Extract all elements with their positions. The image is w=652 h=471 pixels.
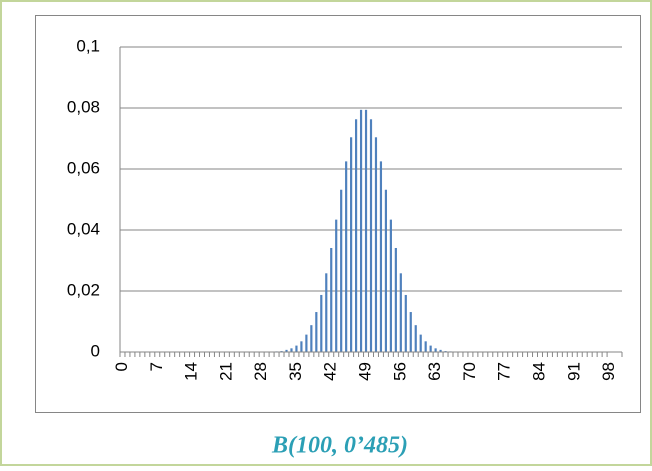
bar <box>395 248 397 352</box>
x-tick-label: 42 <box>321 362 340 381</box>
y-tick-label: 0,08 <box>67 97 100 116</box>
bar <box>345 161 347 352</box>
y-tick-label: 0 <box>91 341 100 360</box>
bar <box>380 161 382 352</box>
bar <box>415 325 417 352</box>
x-tick-label: 56 <box>390 362 409 381</box>
bar <box>410 312 412 352</box>
bar <box>435 348 437 352</box>
bar <box>315 312 317 352</box>
bar <box>290 348 292 352</box>
bar <box>385 190 387 352</box>
x-tick-label: 91 <box>564 362 583 381</box>
x-tick-label: 98 <box>599 362 618 381</box>
x-tick-label: 70 <box>460 362 479 381</box>
y-tick-label: 0,04 <box>67 219 100 238</box>
bar <box>335 220 337 352</box>
x-tick-label: 21 <box>216 362 235 381</box>
bar <box>430 346 432 352</box>
bar <box>330 248 332 352</box>
bar <box>325 273 327 352</box>
bar <box>320 295 322 352</box>
bar <box>370 119 372 352</box>
x-tick-label: 63 <box>425 362 444 381</box>
y-tick-label: 0,1 <box>76 36 100 55</box>
bar <box>310 325 312 352</box>
bar <box>350 137 352 352</box>
x-tick-label: 0 <box>112 362 131 371</box>
bar <box>425 341 427 352</box>
bar <box>355 119 357 352</box>
bar <box>400 273 402 352</box>
bar <box>390 220 392 352</box>
bar <box>420 335 422 352</box>
y-tick-label: 0,02 <box>67 280 100 299</box>
y-tick-label: 0,06 <box>67 158 100 177</box>
bar <box>295 346 297 352</box>
x-tick-label: 35 <box>286 362 305 381</box>
bar <box>300 341 302 352</box>
x-tick-label: 7 <box>147 362 166 371</box>
x-tick-label: 14 <box>182 362 201 381</box>
x-tick-label: 49 <box>356 362 375 381</box>
bar <box>360 110 362 352</box>
bar <box>305 335 307 352</box>
chart-title: B(100, 0’485) <box>271 433 408 459</box>
bar <box>375 137 377 352</box>
x-tick-label: 77 <box>495 362 514 381</box>
bar <box>340 190 342 352</box>
x-tick-label: 84 <box>529 362 548 381</box>
bar <box>365 110 367 352</box>
x-tick-label: 28 <box>251 362 270 381</box>
bar <box>405 295 407 352</box>
